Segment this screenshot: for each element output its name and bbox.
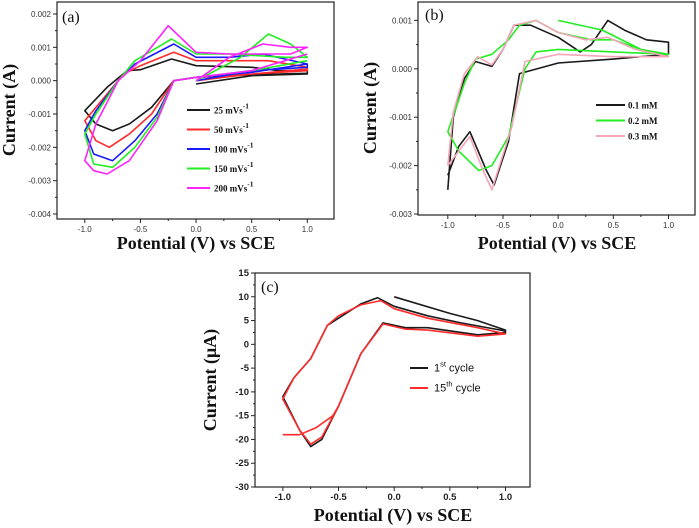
x-tick-label: 0.5 [443,492,457,503]
y-tick-label: 15 [238,268,249,279]
series-line-1 [447,19,670,172]
x-tick-label: 1.0 [302,225,314,234]
y-tick-label: -30 [235,482,249,493]
y-tick-label: -0.001 [28,110,51,119]
y-tick-label: -0.001 [389,113,412,122]
y-tick-label: 0.001 [31,43,52,52]
legend-label: 150 mVs-1 [214,160,254,174]
legend-label: 0.1 mM [628,101,658,111]
panel-b: -1.0 -0.5 0.0 0.5 1.0 0.001 0.000 -0.001 -0.002 -… [360,1,696,254]
y-tick-label: -20 [235,434,249,445]
x-tick-label: 1.0 [663,221,675,230]
panel-label: (b) [425,7,444,24]
legend-label: 15th cycle [434,380,481,395]
panel-a: -1.0 -0.5 0.0 0.5 1.0 0.002 0.001 0.000 -0.001 -0… [0,1,335,254]
y-tick-label: 10 [238,292,249,303]
y-axis-label: Current (A) [0,64,20,156]
legend-label: 100 mVs-1 [214,141,254,155]
x-axis-label: Potential (V) vs SCE [314,505,473,526]
legend-label: 0.3 mM [628,132,658,142]
y-tick-label: -10 [235,387,249,398]
x-tick-label: 0.0 [553,221,565,230]
legend-label: 0.2 mM [628,116,658,126]
x-tick-label: 0.0 [190,225,202,234]
series-line-2 [447,19,670,191]
x-tick-label: -0.5 [134,225,148,234]
panel-label: (c) [261,279,279,296]
x-tick-label: -0.5 [496,221,510,230]
y-tick-label: 0.001 [392,16,413,25]
plot-frame [417,1,696,216]
x-tick-label: -1.0 [78,225,92,234]
legend-label: 25 mVs-1 [214,102,249,116]
y-tick-label: -0.002 [389,162,412,171]
y-tick-label: -0.003 [28,177,51,186]
y-tick-label: -0.003 [389,210,412,219]
x-axis-label: Potential (V) vs SCE [117,233,276,254]
legend-label: 1st cycle [434,360,474,375]
y-tick-label: 0 [244,339,249,350]
y-tick-label: 5 [244,316,250,327]
y-tick-label: -5 [241,363,250,374]
y-tick-label: -0.004 [28,210,51,219]
y-tick-label: 0.000 [392,65,413,74]
y-axis-label: Current (A) [360,62,381,154]
panel-c: -1.0 -0.5 0.0 0.5 1.0 15 10 5 0 -5 -10 -15 -20 -25 -30… [200,268,531,526]
x-tick-label: -0.5 [330,492,347,503]
panel-label: (a) [62,9,80,26]
x-tick-label: 1.0 [499,492,512,503]
y-tick-label: 0.000 [31,77,52,86]
legend-label: 50 mVs-1 [214,121,249,135]
y-tick-label: 0.002 [31,10,52,19]
y-axis-label: Current (μA) [200,329,221,431]
x-tick-label: -1.0 [275,492,291,503]
x-tick-label: 0.5 [246,225,258,234]
legend-label: 200 mVs-1 [214,180,254,194]
series-line-1 [282,299,507,445]
series-line-0 [282,296,507,448]
y-tick-label: -15 [235,411,249,422]
x-tick-label: 0.0 [388,492,401,503]
x-axis-label: Potential (V) vs SCE [478,233,637,254]
series-line-4 [84,24,309,175]
x-tick-label: -1.0 [441,221,455,230]
x-tick-label: 0.5 [608,221,620,230]
y-tick-label: -25 [235,458,249,469]
y-tick-label: -0.002 [28,143,51,152]
plot-frame [56,1,335,220]
